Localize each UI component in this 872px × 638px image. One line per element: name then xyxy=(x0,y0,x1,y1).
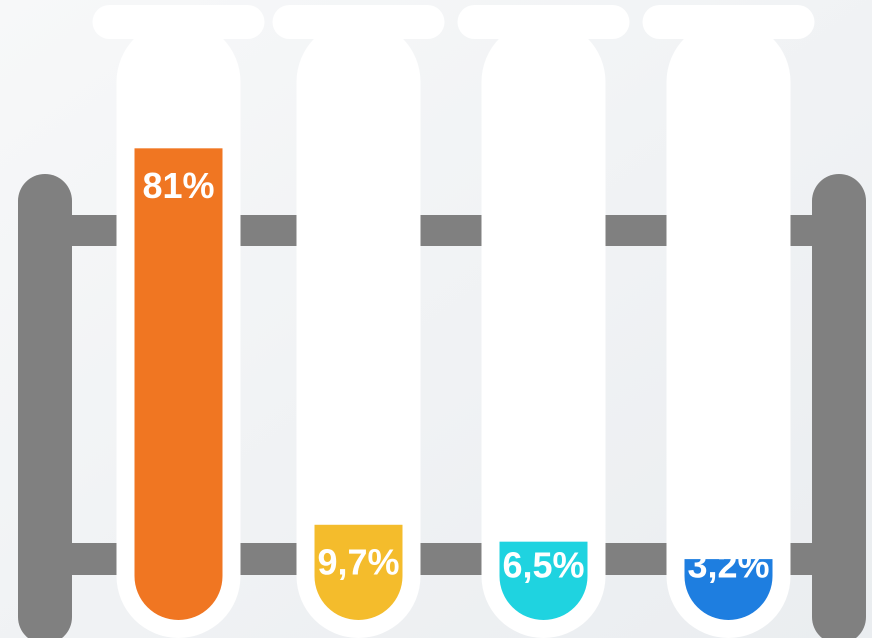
liquid xyxy=(135,148,223,620)
value-label: 81% xyxy=(142,165,214,206)
page: {"chart_data": {"type": "bar", "values":… xyxy=(0,0,872,638)
value-label: 9,7% xyxy=(317,541,399,582)
chart: 81% 9,7% 6,5% 3,2% xyxy=(0,0,872,638)
value-label: 6,5% xyxy=(502,545,584,586)
value-label: 3,2% xyxy=(687,545,769,586)
rack-post xyxy=(812,174,866,638)
